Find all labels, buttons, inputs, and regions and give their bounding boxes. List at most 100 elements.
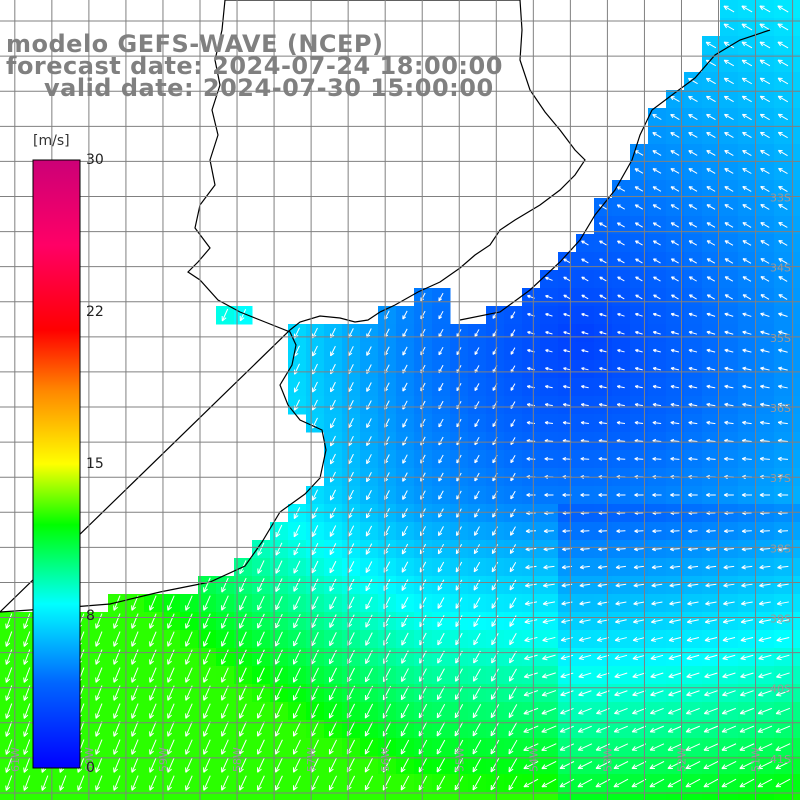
wind-arrow [634,402,644,407]
wind-arrow [759,59,771,67]
wind-arrow [348,346,354,357]
wind-arrow [742,131,752,139]
wind-arrow [777,384,788,389]
wind-arrow [706,204,716,210]
wind-arrow [563,276,571,282]
wind-arrow [581,331,589,335]
wind-arrow [616,204,626,210]
wind-arrow [706,95,716,103]
wind-arrow [760,258,770,264]
wind-cell [792,36,800,55]
wind-arrow [759,95,770,103]
wind-cell [792,162,800,181]
wind-cell [792,270,800,289]
wind-arrow [652,150,662,156]
lon-label: 53W [601,747,614,772]
wind-arrow [562,421,571,425]
lon-label: 61W [9,747,22,772]
wind-cell [792,90,800,109]
wind-arrow [777,402,788,407]
wind-arrow [760,167,770,174]
wind-arrow [634,240,643,246]
wind-arrow [599,276,607,282]
wind-arrow [760,294,770,300]
wind-arrow [706,186,716,192]
wind-arrow [760,240,770,246]
wind-arrow [293,399,300,411]
wind-arrow [634,366,643,371]
wind-arrow [759,23,771,31]
wind-arrow [474,383,480,392]
wind-arrow [293,381,300,393]
wind-arrow [510,347,516,355]
wind-arrow [581,258,589,264]
wind-arrow [652,366,661,371]
wind-cell [378,792,397,800]
wind-arrow [724,384,734,389]
wind-arrow [312,345,318,357]
wind-arrow [438,346,444,356]
wind-arrow [688,348,698,353]
wind-arrow [670,204,680,210]
wind-arrow [778,222,788,228]
wind-arrow [706,150,716,156]
wind-cell [630,792,649,800]
wind-arrow [563,258,571,264]
lat-label: 35S [770,332,791,345]
wind-cell [576,792,595,800]
wind-arrow [563,331,571,335]
wind-cell [792,108,800,127]
wind-cell [468,792,487,800]
wind-arrow [438,292,444,302]
wind-cell [648,792,667,800]
wind-arrow [635,294,643,300]
wind-arrow [706,348,716,353]
wind-arrow [581,276,589,282]
wind-cell [792,540,800,559]
wind-arrow [653,258,661,264]
wind-cell [540,792,559,800]
wind-cell [54,792,73,800]
wind-arrow [670,95,680,103]
wind-cell [558,792,577,800]
wind-arrow [724,348,734,353]
wind-cell [792,306,800,325]
wind-arrow [777,23,789,31]
wind-arrow [652,312,661,317]
wind-arrow [653,276,661,282]
wind-arrow [741,95,752,103]
wind-cell [486,792,505,800]
wind-arrow [330,381,336,393]
wind-arrow [617,367,625,371]
wind-arrow [599,294,607,300]
wind-arrow [670,132,680,138]
wind-cell [684,792,703,800]
wind-arrow [706,366,716,371]
wind-arrow [724,330,734,335]
wind-arrow [724,204,734,210]
wind-arrow [652,114,662,120]
wind-arrow [724,420,734,425]
wind-cell [738,792,757,800]
wind-arrow [312,399,318,411]
wind-arrow [474,347,480,355]
wind-arrow [616,385,625,389]
wind-arrow [724,402,734,407]
wind-arrow [742,204,752,210]
lon-label: 54W [527,747,540,772]
wind-arrow [760,185,770,192]
wind-arrow [670,312,679,317]
wind-arrow [723,41,735,49]
wind-arrow [778,149,788,157]
wind-arrow [741,23,753,31]
wind-arrow [616,403,625,407]
colorbar [32,159,81,769]
wind-arrow [742,186,752,192]
wind-arrow [652,402,662,407]
colorbar-tick-8: 8 [86,608,95,624]
wind-cell [792,252,800,271]
wind-cell [792,594,800,613]
wind-arrow [221,308,229,322]
wind-arrow [724,312,734,317]
